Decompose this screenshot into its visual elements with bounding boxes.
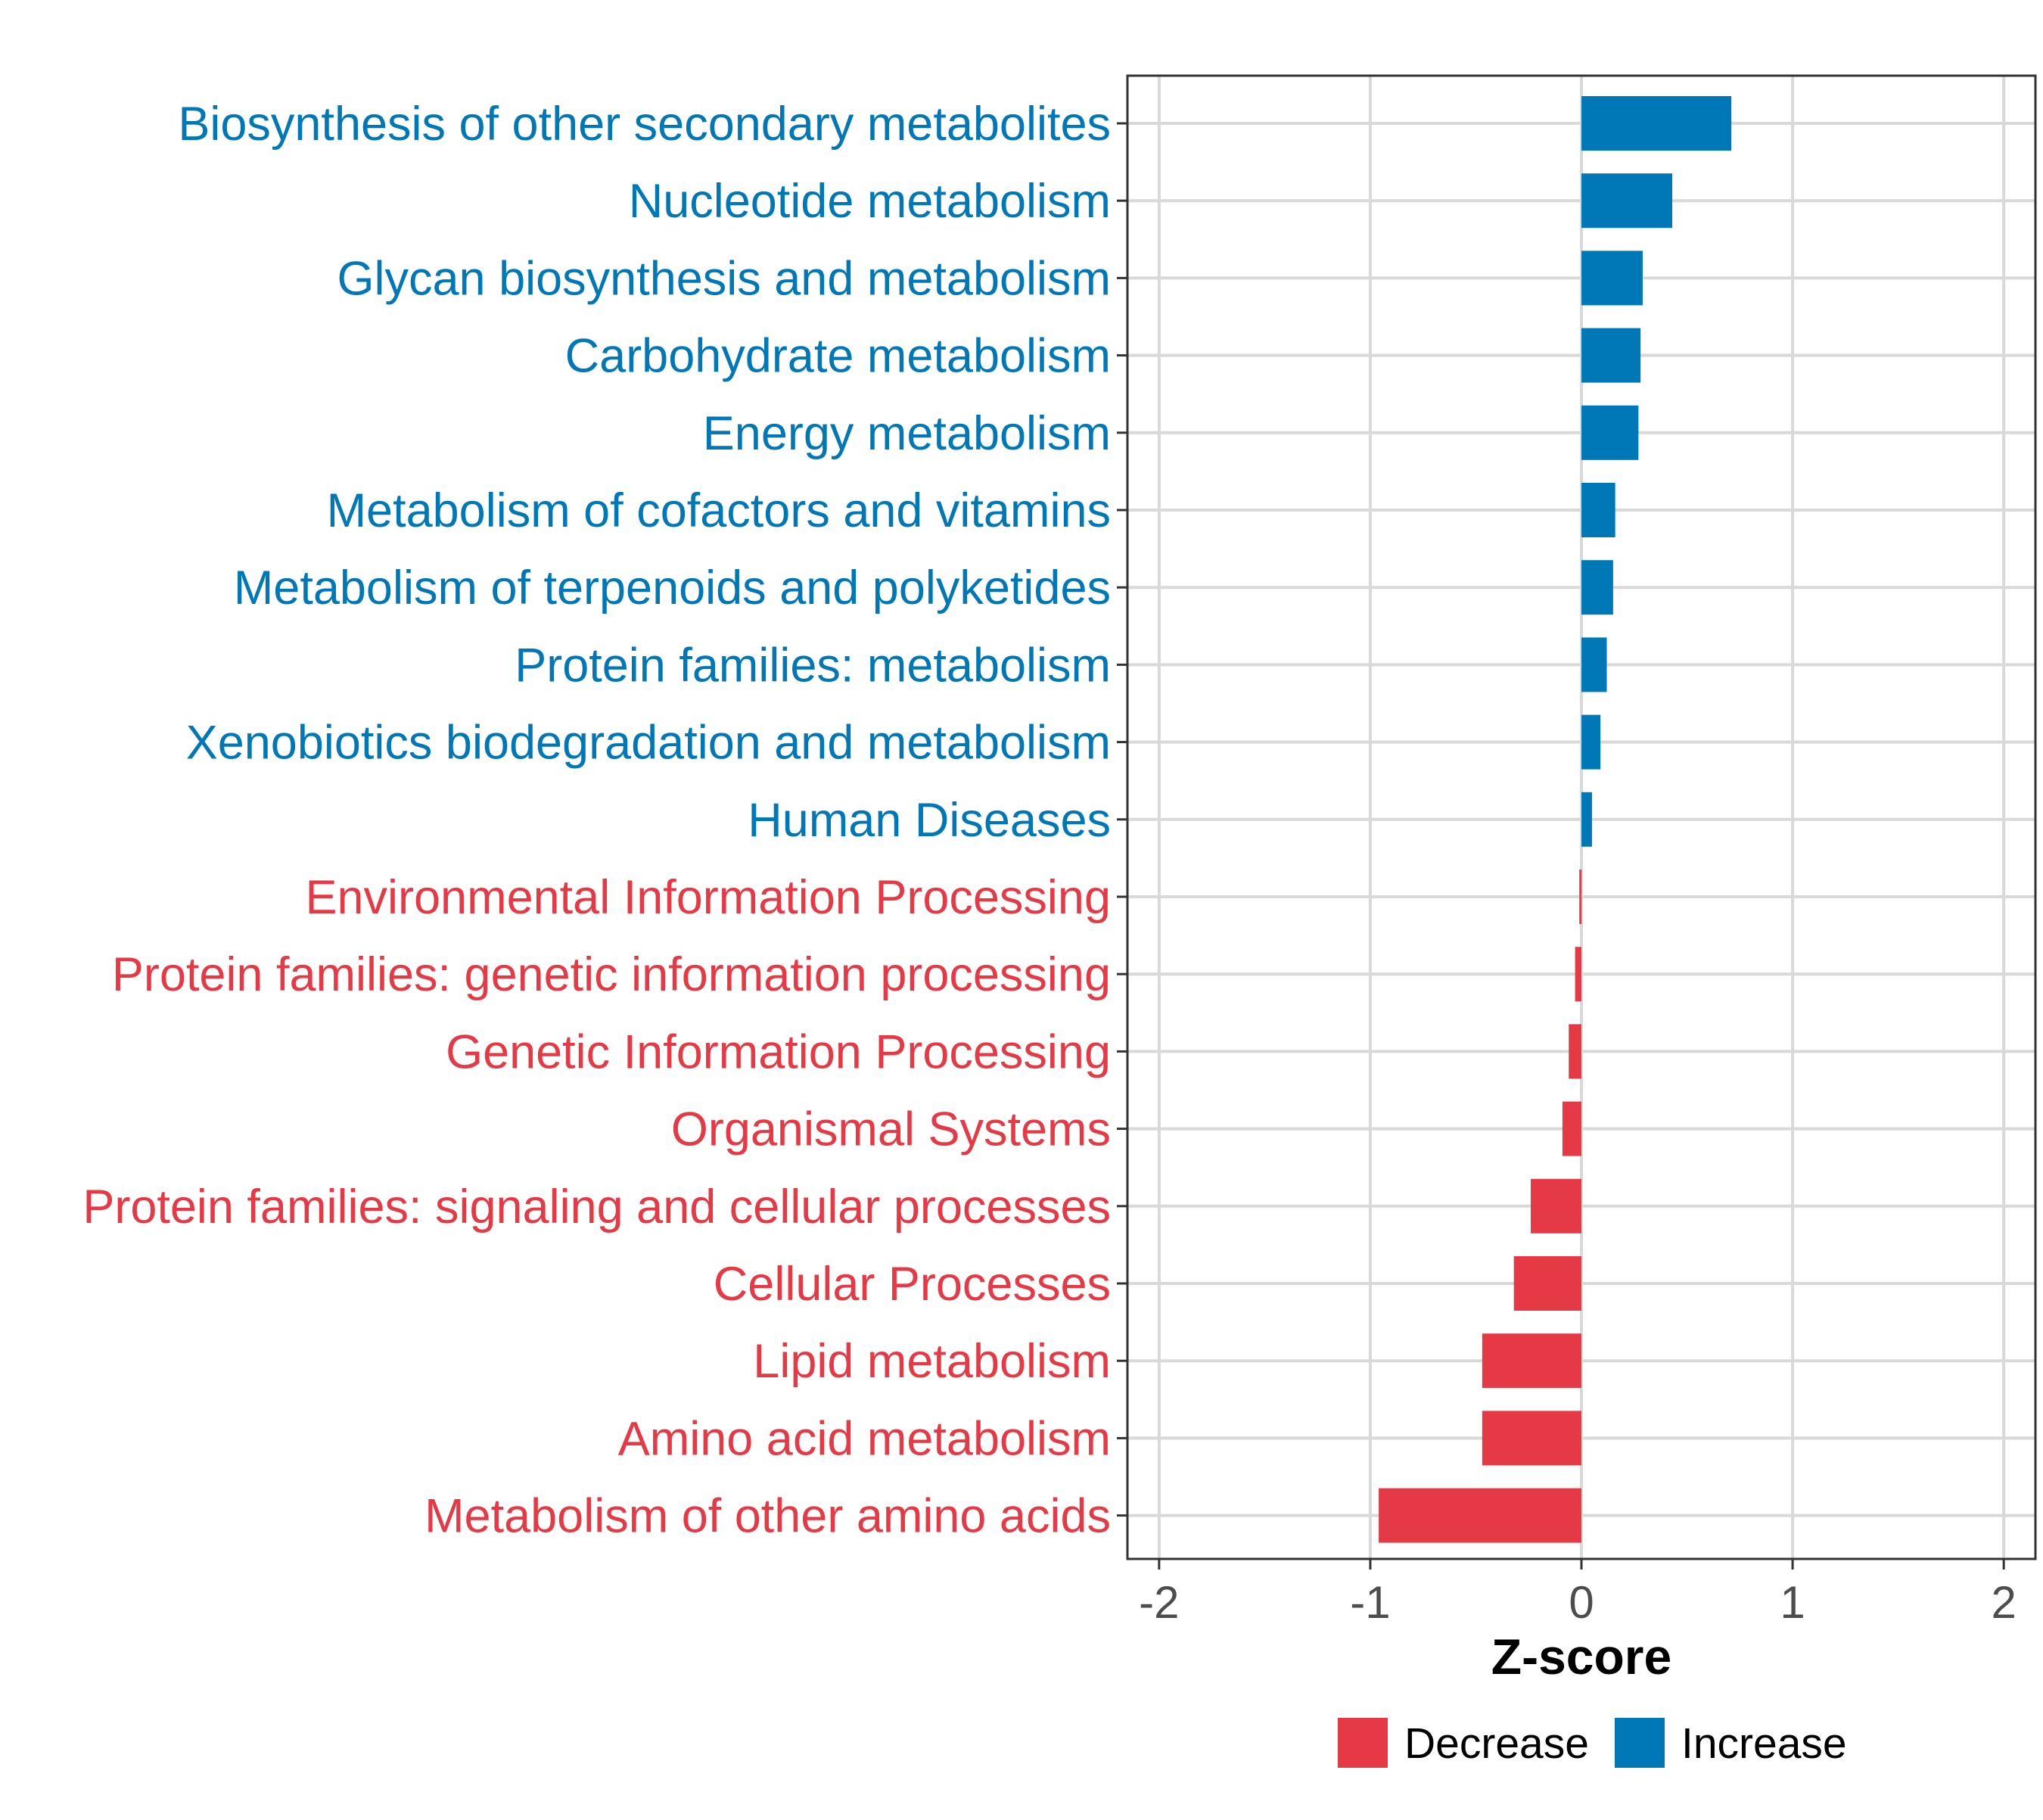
legend-swatch-increase: [1615, 1718, 1665, 1768]
bar-19: [1379, 1488, 1581, 1543]
x-tick-label: 1: [1780, 1577, 1805, 1628]
bar-15: [1531, 1178, 1581, 1234]
category-label: Protein families: metabolism: [515, 639, 1111, 692]
bar-16: [1513, 1256, 1581, 1311]
category-label: Genetic Information Processing: [446, 1025, 1111, 1078]
bar-10: [1581, 792, 1592, 847]
x-tick-label: 0: [1569, 1577, 1594, 1628]
bar-17: [1482, 1333, 1581, 1389]
legend-swatch-decrease: [1338, 1718, 1388, 1768]
category-label: Lipid metabolism: [753, 1335, 1111, 1388]
category-label: Amino acid metabolism: [618, 1412, 1111, 1465]
bar-7: [1581, 560, 1613, 615]
bar-8: [1581, 637, 1607, 692]
x-tick-label: 2: [1991, 1577, 2016, 1628]
category-label: Xenobiotics biodegradation and metabolis…: [186, 717, 1111, 770]
bar-14: [1562, 1101, 1581, 1156]
category-label: Metabolism of cofactors and vitamins: [327, 484, 1111, 537]
category-label: Organismal Systems: [671, 1103, 1111, 1156]
category-label: Metabolism of terpenoids and polyketides: [234, 562, 1111, 614]
x-tick-label: -2: [1139, 1577, 1179, 1628]
category-label: Biosynthesis of other secondary metaboli…: [178, 98, 1111, 151]
bar-11: [1579, 870, 1582, 924]
category-label: Cellular Processes: [714, 1258, 1111, 1311]
bar-5: [1581, 405, 1639, 460]
bar-6: [1581, 483, 1615, 537]
bar-3: [1581, 250, 1643, 306]
category-label: Protein families: signaling and cellular…: [82, 1181, 1111, 1234]
bar-9: [1581, 714, 1601, 770]
legend-label-increase: Increase: [1681, 1719, 1847, 1768]
x-axis-title: Z-score: [1491, 1629, 1671, 1685]
category-label: Metabolism of other amino acids: [424, 1490, 1111, 1543]
bar-2: [1581, 173, 1672, 229]
category-label: Nucleotide metabolism: [629, 175, 1111, 228]
bar-18: [1482, 1411, 1581, 1466]
legend-label-decrease: Decrease: [1404, 1719, 1589, 1768]
category-label: Human Diseases: [748, 794, 1111, 847]
category-label: Glycan biosynthesis and metabolism: [337, 252, 1112, 305]
bar-12: [1575, 947, 1581, 1002]
category-label: Protein families: genetic information pr…: [112, 948, 1111, 1001]
category-label: Energy metabolism: [703, 407, 1111, 460]
category-label: Carbohydrate metabolism: [565, 330, 1111, 383]
bar-1: [1581, 96, 1732, 151]
bar-13: [1569, 1024, 1581, 1079]
category-label: Environmental Information Processing: [305, 871, 1111, 924]
x-tick-label: -1: [1350, 1577, 1390, 1628]
bar-4: [1581, 328, 1641, 383]
